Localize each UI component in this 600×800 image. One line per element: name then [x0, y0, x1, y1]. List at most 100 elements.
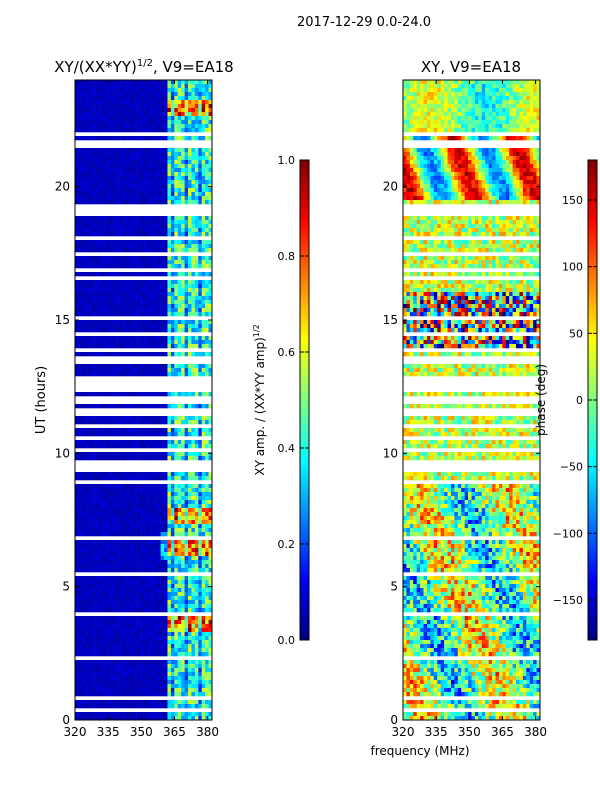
amplitude-cell — [198, 492, 203, 497]
amplitude-cell — [160, 472, 165, 477]
amplitude-cell — [167, 232, 172, 237]
amplitude-cell — [98, 600, 103, 605]
amplitude-cell — [208, 168, 212, 173]
amplitude-cell — [75, 684, 79, 689]
amplitude-cell — [198, 428, 203, 433]
amplitude-cell — [85, 164, 89, 169]
amplitude-cell — [119, 116, 124, 121]
amplitude-cell — [177, 404, 182, 409]
amplitude-cell — [160, 344, 165, 349]
amplitude-cell — [85, 476, 89, 481]
amplitude-cell — [198, 704, 203, 709]
amplitude-cell — [136, 452, 141, 457]
amplitude-cell — [174, 308, 179, 313]
amplitude-cell — [205, 552, 209, 557]
amplitude-cell — [112, 284, 117, 289]
amplitude-cell — [150, 444, 155, 449]
amplitude-cell — [105, 220, 110, 225]
amplitude-cell — [150, 128, 155, 133]
amplitude-cell — [143, 200, 148, 205]
amplitude-ytick-label: 15 — [55, 313, 70, 327]
amplitude-cell — [81, 164, 86, 169]
amplitude-cell — [109, 528, 113, 533]
amplitude-cell — [181, 296, 185, 301]
amplitude-cell — [98, 328, 103, 333]
amplitude-cell — [92, 392, 96, 397]
amplitude-cell — [119, 532, 124, 537]
amplitude-cell — [198, 620, 203, 625]
amplitude-cell — [160, 648, 165, 653]
amplitude-cell — [122, 652, 127, 657]
amplitude-cell — [109, 368, 113, 373]
amplitude-cell — [78, 260, 83, 265]
amplitude-cell — [105, 84, 110, 89]
amplitude-cell — [146, 260, 151, 265]
amplitude-cell — [81, 160, 86, 165]
amplitude-cell — [150, 616, 155, 621]
amplitude-cell — [129, 308, 134, 313]
amplitude-cell — [174, 608, 179, 613]
amplitude-cell — [153, 508, 158, 513]
amplitude-cell — [188, 532, 192, 537]
amplitude-cell — [191, 336, 196, 341]
amplitude-cell — [81, 492, 86, 497]
amplitude-cell — [129, 596, 134, 601]
amplitude-cell — [95, 288, 100, 293]
amplitude-cell — [184, 328, 189, 333]
amplitude-cell — [119, 520, 124, 525]
amplitude-cell — [116, 492, 120, 497]
amplitude-cell — [170, 592, 175, 597]
amplitude-cell — [181, 312, 185, 317]
amplitude-cell — [160, 108, 165, 113]
amplitude-cell — [133, 416, 137, 421]
amplitude-cell — [88, 160, 93, 165]
amplitude-cell — [191, 472, 196, 477]
amplitude-cell — [105, 456, 110, 461]
amplitude-cell — [188, 216, 192, 221]
amplitude-cell — [85, 648, 89, 653]
amplitude-cell — [164, 100, 168, 105]
amplitude-cell — [81, 548, 86, 553]
amplitude-cell — [181, 520, 185, 525]
amplitude-cell — [164, 328, 168, 333]
amplitude-cell — [181, 504, 185, 509]
amplitude-cell — [109, 592, 113, 597]
amplitude-cell — [122, 136, 127, 141]
amplitude-cell — [164, 444, 168, 449]
amplitude-cell — [95, 240, 100, 245]
amplitude-cell — [98, 636, 103, 641]
amplitude-cell — [133, 588, 137, 593]
amplitude-cell — [201, 560, 206, 565]
amplitude-cell — [102, 372, 107, 377]
amplitude-cell — [133, 672, 137, 677]
amplitude-cell — [191, 308, 196, 313]
amplitude-cell — [95, 604, 100, 609]
amplitude-cell — [170, 136, 175, 141]
amplitude-cell — [164, 476, 168, 481]
amplitude-cell — [181, 492, 185, 497]
amplitude-cell — [150, 304, 155, 309]
amplitude-cell — [98, 260, 103, 265]
amplitude-cell — [92, 168, 96, 173]
amplitude-cell — [170, 556, 175, 561]
amplitude-ytick-label: 10 — [55, 446, 70, 460]
amplitude-cell — [92, 284, 96, 289]
amplitude-cell — [133, 664, 137, 669]
amplitude-cell — [150, 104, 155, 109]
amplitude-cell — [109, 328, 113, 333]
amplitude-cell — [75, 420, 79, 425]
amplitude-cell — [105, 392, 110, 397]
amplitude-cell — [201, 352, 206, 357]
amplitude-cell — [194, 228, 199, 233]
amplitude-cell — [198, 296, 203, 301]
amplitude-cell — [177, 284, 182, 289]
amplitude-cell — [95, 456, 100, 461]
amplitude-cell — [188, 512, 192, 517]
amplitude-cell — [177, 580, 182, 585]
amplitude-cell — [170, 528, 175, 533]
amplitude-cell — [194, 556, 199, 561]
amplitude-cell — [116, 488, 120, 493]
amplitude-cell — [126, 644, 131, 649]
amplitude-cell — [208, 196, 212, 201]
amplitude-cell — [88, 320, 93, 325]
